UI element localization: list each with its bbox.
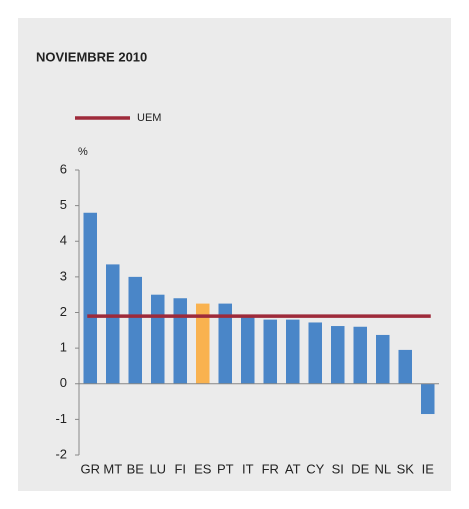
panel — [18, 18, 451, 491]
bar — [241, 316, 255, 384]
y-tick-label: 3 — [60, 268, 67, 283]
bar — [421, 383, 435, 415]
x-tick-label: FI — [174, 461, 186, 476]
bar — [218, 303, 232, 384]
x-tick-label: DE — [351, 461, 369, 476]
y-tick-label: 0 — [60, 375, 67, 390]
x-tick-label: LU — [149, 461, 166, 476]
x-tick-label: NL — [374, 461, 391, 476]
bar — [106, 264, 120, 384]
x-tick-label: SK — [397, 461, 415, 476]
x-tick-label: CY — [306, 461, 324, 476]
bar — [286, 319, 300, 384]
bar — [353, 326, 367, 384]
x-tick-label: FR — [262, 461, 279, 476]
x-tick-label: GR — [81, 461, 101, 476]
bar — [263, 319, 277, 384]
x-tick-label: MT — [103, 461, 122, 476]
x-tick-label: IT — [242, 461, 254, 476]
y-tick-label: 4 — [60, 233, 67, 248]
x-tick-label: ES — [194, 461, 212, 476]
bar — [151, 294, 165, 384]
y-axis-label: % — [78, 146, 88, 158]
x-tick-label: AT — [285, 461, 301, 476]
bar — [83, 212, 97, 384]
x-tick-label: BE — [127, 461, 145, 476]
bar — [398, 349, 412, 384]
bar — [376, 334, 390, 384]
y-tick-label: 6 — [60, 161, 67, 176]
y-tick-label: -2 — [55, 446, 67, 461]
bar — [196, 303, 210, 384]
y-tick-label: -1 — [55, 411, 67, 426]
bar — [173, 298, 187, 384]
bar — [128, 276, 142, 384]
x-tick-label: PT — [217, 461, 234, 476]
legend-label: UEM — [137, 112, 161, 124]
y-tick-label: 5 — [60, 197, 67, 212]
x-tick-label: IE — [422, 461, 435, 476]
bar — [308, 322, 322, 384]
x-tick-label: SI — [332, 461, 344, 476]
bar — [331, 326, 345, 384]
y-tick-label: 1 — [60, 340, 67, 355]
y-tick-label: 2 — [60, 304, 67, 319]
chart-title: NOVIEMBRE 2010 — [36, 49, 147, 64]
